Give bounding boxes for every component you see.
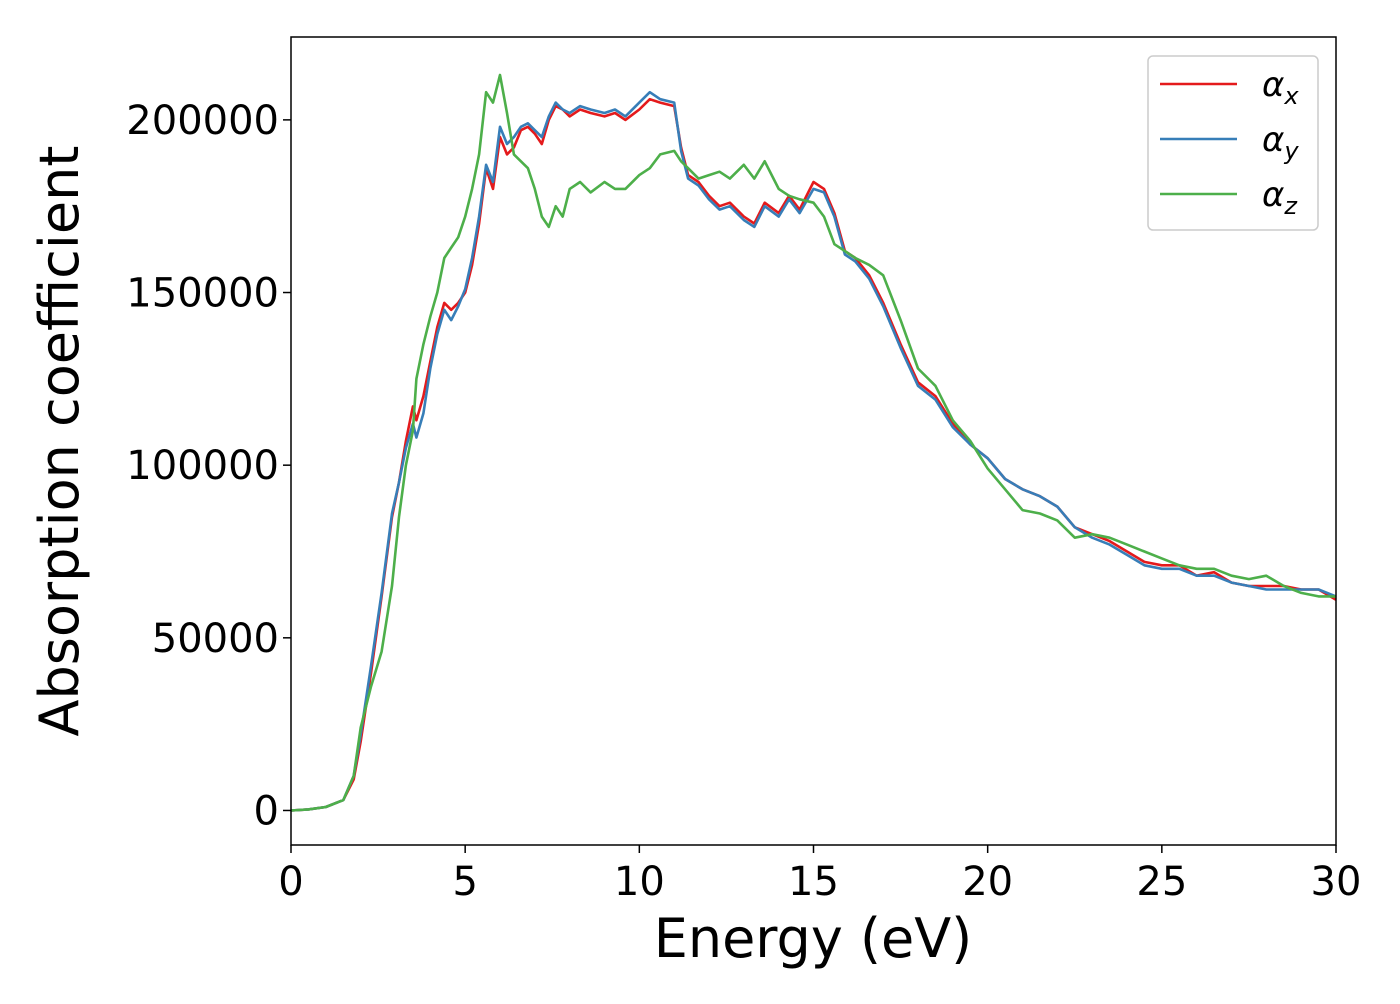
y-tick-label: 200000: [126, 98, 279, 144]
legend-label-x: αx: [1262, 65, 1299, 110]
legend: αx αy αz: [1147, 55, 1319, 231]
y-tick-label: 50000: [152, 616, 279, 662]
y-tick-label: 150000: [126, 271, 279, 317]
y-axis-label: Absorption coefficient: [28, 146, 91, 737]
legend-label-y: αy: [1262, 120, 1299, 165]
y-tick-label: 0: [254, 788, 279, 834]
x-tick-label: 30: [1311, 859, 1362, 905]
y-tick-label: 100000: [126, 443, 279, 489]
series-line-z: [290, 73, 1336, 812]
x-tick-label: 15: [788, 859, 839, 905]
x-tick-label: 25: [1136, 859, 1187, 905]
x-tick-label: 20: [962, 859, 1013, 905]
y-axis-ticks: 0 50000 100000 150000 200000: [126, 98, 291, 834]
x-tick-label: 0: [278, 859, 303, 905]
series-line-y: [290, 90, 1337, 812]
legend-box: [1147, 55, 1319, 231]
x-axis-label: Energy (eV): [654, 907, 973, 970]
x-axis-ticks: 0 5 10 15 20 25 30: [278, 845, 1361, 905]
x-tick-label: 10: [614, 859, 665, 905]
x-tick-label: 5: [452, 859, 477, 905]
legend-label-z: αz: [1262, 175, 1298, 220]
series-lines: [290, 73, 1337, 812]
